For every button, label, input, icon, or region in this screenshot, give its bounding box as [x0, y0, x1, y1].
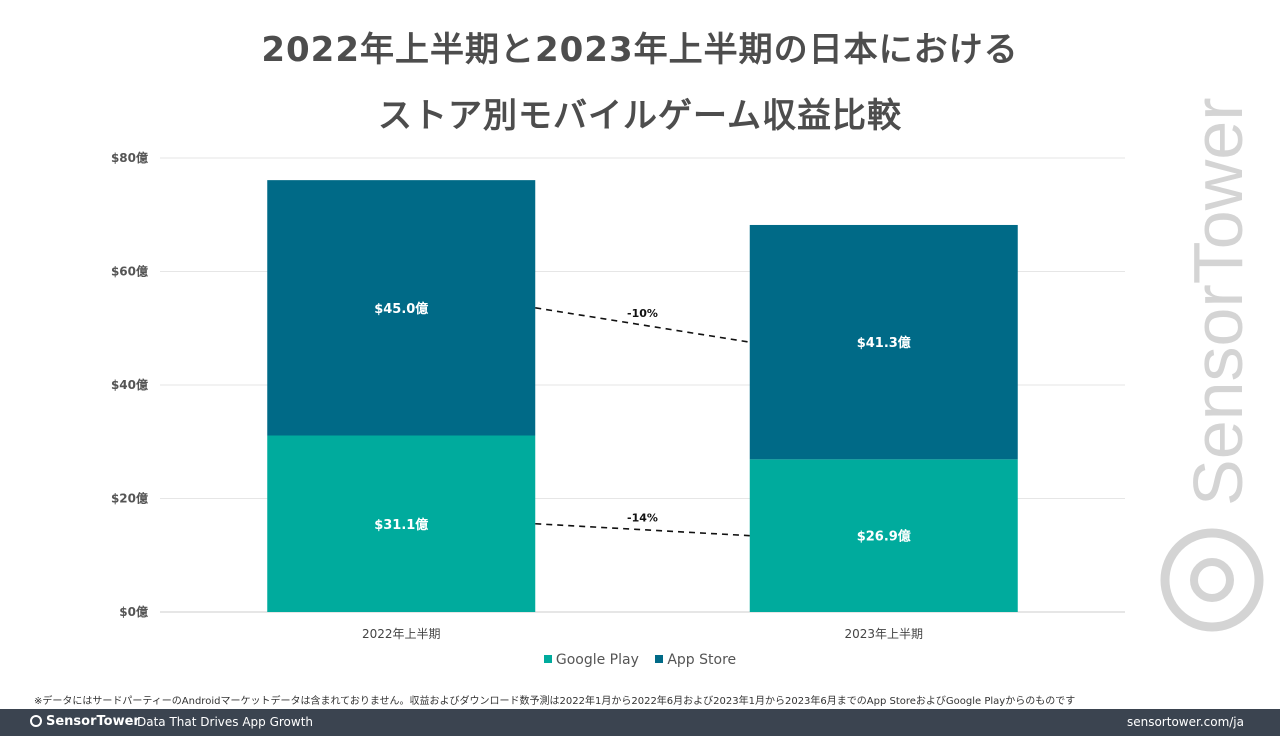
footer-bar: SensorTower Data That Drives App Growth …: [0, 709, 1280, 736]
data-label: $31.1億: [374, 517, 428, 533]
change-connector-line: [535, 307, 750, 343]
legend-swatch-google-play: [543, 655, 552, 663]
y-tick-label: $80億: [111, 150, 148, 165]
legend-item-app-store: App Store: [655, 652, 736, 668]
y-tick-label: $20億: [111, 491, 148, 506]
change-annotation: -14%: [627, 512, 658, 525]
chart-title-line-2: ストア別モバイルゲーム収益比較: [378, 96, 902, 136]
footer-logo: SensorTower: [30, 714, 140, 729]
footer-tagline: Data That Drives App Growth: [137, 715, 314, 729]
footnote: ※データにはサードパーティーのAndroidマーケットデータは含まれておりません…: [34, 696, 1076, 707]
y-tick-label: $0億: [119, 604, 148, 619]
data-label: $45.0億: [374, 301, 428, 317]
data-label: $26.9億: [857, 529, 911, 545]
watermark-logo-inner-icon: [1190, 558, 1234, 602]
stacked-bar-chart: $0億 $20億 $40億 $60億 $80億 $31.1億 $45.0億 2022年上半期 $…: [111, 150, 1125, 641]
legend-swatch-app-store: [655, 655, 664, 663]
y-tick-label: $40億: [111, 377, 148, 392]
change-connector-line: [535, 522, 750, 537]
y-tick-label: $60億: [111, 264, 148, 279]
x-tick-label: 2023年上半期: [844, 627, 923, 641]
chart-legend: Google Play App Store: [0, 652, 1280, 668]
x-tick-label: 2022年上半期: [362, 627, 441, 641]
bar-segment-app-store: [267, 180, 536, 436]
watermark-text: SensorTower: [1179, 97, 1257, 506]
footer-brand: SensorTower: [46, 714, 140, 729]
footer-url[interactable]: sensortower.com/ja: [1126, 715, 1244, 729]
bar-segment-google-play: [267, 435, 536, 612]
sensor-tower-watermark: SensorTower: [1160, 97, 1264, 632]
chart-title-line-1: 2022年上半期と2023年上半期の日本における: [261, 30, 1019, 70]
sensor-tower-logo-icon: [30, 714, 42, 727]
legend-label-google-play: Google Play: [555, 652, 639, 668]
data-label: $41.3億: [857, 335, 911, 351]
bar-segment-app-store: [749, 224, 1018, 460]
change-annotation: -10%: [627, 307, 658, 320]
legend-item-google-play: Google Play: [543, 652, 639, 668]
bar-segment-google-play: [749, 459, 1018, 612]
watermark-logo-icon: [1160, 528, 1264, 632]
legend-label-app-store: App Store: [667, 652, 737, 668]
